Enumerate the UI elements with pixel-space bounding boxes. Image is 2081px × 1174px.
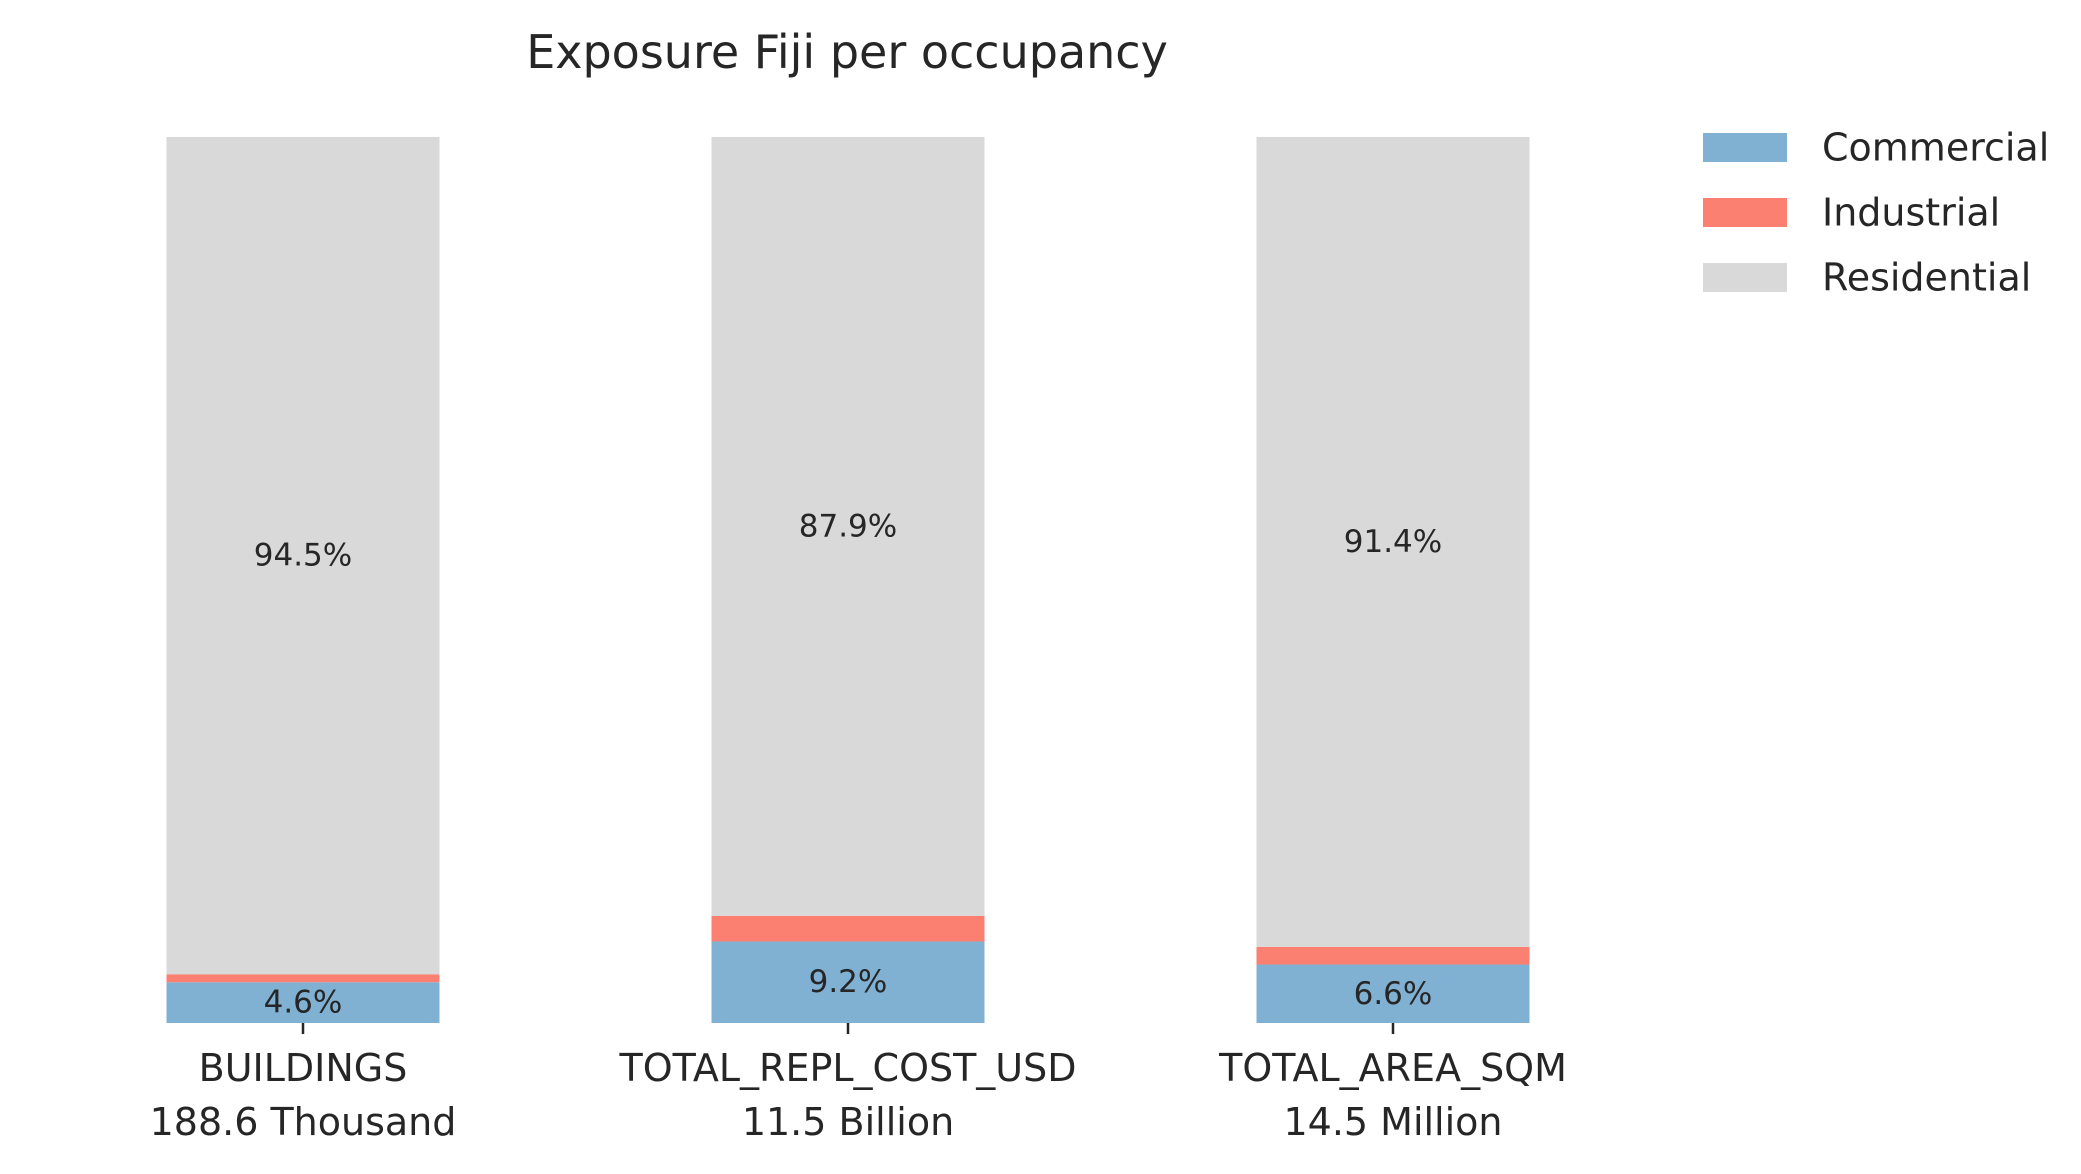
value-label-commercial-1: 4.6%: [264, 985, 343, 1021]
x-total-label-3: 14.5 Million: [1283, 1100, 1502, 1144]
bar-residential-1: [166, 137, 440, 975]
x-total-label-2: 11.5 Billion: [742, 1100, 954, 1144]
x-tick-label-1: BUILDINGS: [199, 1046, 408, 1090]
bar-industrial-3: [1256, 946, 1530, 965]
legend-label-residential: Residential: [1822, 256, 2031, 300]
chart-title: Exposure Fiji per occupancy: [526, 25, 1168, 79]
bar-residential-2: [711, 137, 985, 916]
value-label-residential-2: 87.9%: [799, 508, 897, 544]
value-label-commercial-3: 6.6%: [1354, 976, 1433, 1012]
bar-industrial-2: [711, 915, 985, 942]
bar-residential-3: [1256, 137, 1530, 947]
x-tick-label-2: TOTAL_REPL_COST_USD: [618, 1046, 1076, 1090]
value-labels-layer: 4.6% 94.5% 9.2% 87.9% 6.6% 91.4%: [254, 508, 1442, 1020]
legend-swatch-commercial: [1703, 133, 1787, 162]
x-total-label-1: 188.6 Thousand: [150, 1100, 457, 1144]
x-axis: BUILDINGS 188.6 Thousand TOTAL_REPL_COST_U…: [150, 1023, 1567, 1144]
legend-label-commercial: Commercial: [1822, 126, 2049, 170]
value-label-commercial-2: 9.2%: [809, 964, 888, 1000]
legend-label-industrial: Industrial: [1822, 191, 2000, 235]
legend-swatch-residential: [1703, 263, 1787, 292]
bars-layer: [166, 137, 1530, 1023]
value-label-residential-1: 94.5%: [254, 538, 352, 574]
bar-commercial-3: [1256, 964, 1530, 1023]
value-label-residential-3: 91.4%: [1344, 524, 1442, 560]
bar-commercial-2: [711, 941, 985, 1023]
bar-industrial-1: [166, 974, 440, 983]
bar-commercial-1: [166, 982, 440, 1023]
legend-swatch-industrial: [1703, 198, 1787, 227]
legend: Commercial Industrial Residential: [1703, 126, 2049, 300]
x-tick-label-3: TOTAL_AREA_SQM: [1218, 1046, 1567, 1090]
